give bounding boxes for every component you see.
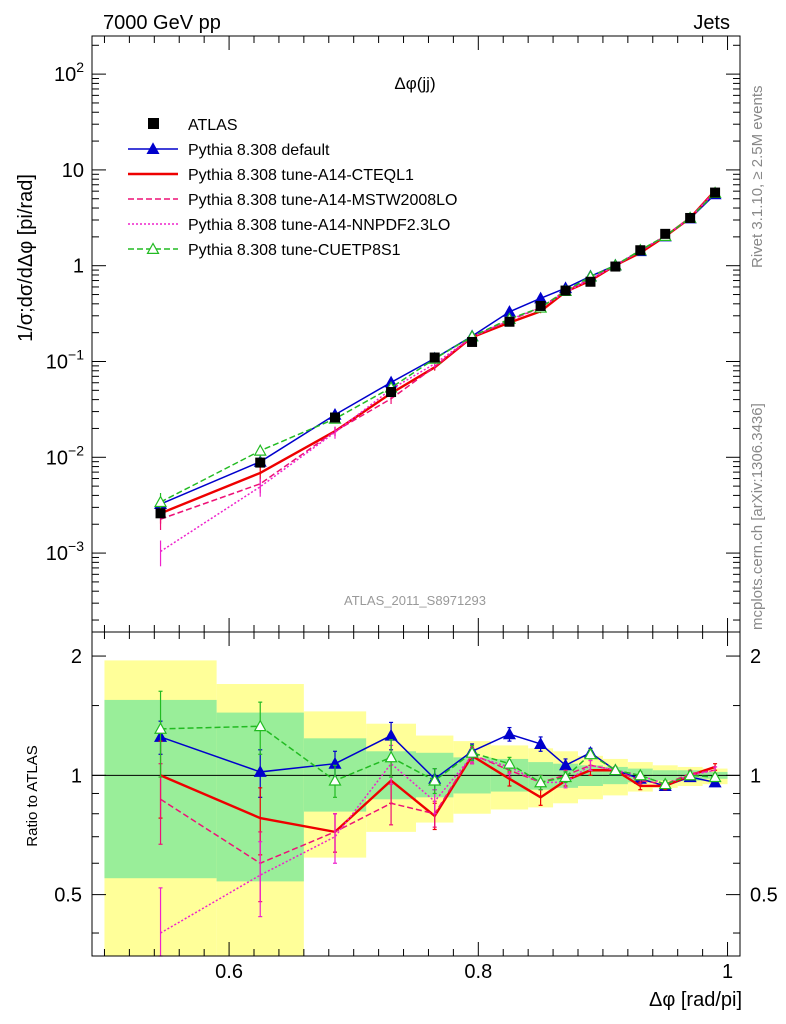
ratio-tick-label-right: 1	[750, 765, 761, 787]
legend-label: Pythia 8.308 tune-A14-CTEQL1	[188, 167, 414, 184]
analysis-id-label: ATLAS_2011_S8971293	[344, 593, 486, 608]
series-5-main	[154, 186, 722, 514]
legend-entry-3: Pythia 8.308 tune-A14-MSTW2008LO	[128, 192, 457, 209]
legend-entry-atlas: ATLAS	[148, 117, 238, 134]
ratio-marker	[633, 768, 647, 781]
series-5-ratio	[154, 690, 722, 798]
legend-entry-2: Pythia 8.308 tune-A14-CTEQL1	[128, 167, 414, 184]
data-point	[155, 508, 166, 519]
x-axis-label: Δφ [rad/pi]	[649, 989, 742, 1011]
x-tick-label: 0.8	[464, 961, 492, 983]
series-line	[160, 189, 716, 515]
ratio-marker	[428, 773, 442, 786]
ratio-marker	[534, 775, 548, 788]
ratio-axis-label: Ratio to ATLAS	[24, 745, 41, 846]
legend-entry-1: Pythia 8.308 default	[128, 142, 330, 159]
ratio-marker	[559, 770, 573, 783]
ratio-panel: 0.6 0.8 1 0.5 0.5 1 1 2 2 Ratio to ATLAS Δφ [rad…	[24, 631, 778, 1011]
y-tick-label: 10−2	[46, 442, 84, 469]
ratio-marker	[253, 719, 267, 732]
legend-entry-4: Pythia 8.308 tune-A14-NNPDF2.3LO	[128, 217, 450, 234]
data-point	[660, 228, 671, 239]
data-point	[685, 212, 696, 223]
series-line	[160, 193, 716, 505]
series-marker	[154, 495, 168, 508]
data-point	[585, 276, 596, 287]
ratio-tick-label: 0.5	[54, 885, 82, 907]
ratio-tick-label-right: 2	[750, 646, 761, 668]
y-axis-label: 1/σ;dσ/dΔφ [pi/rad]	[15, 174, 37, 342]
legend-label: Pythia 8.308 tune-A14-NNPDF2.3LO	[188, 217, 450, 234]
legend-label: Pythia 8.308 tune-CUETP8S1	[188, 242, 401, 259]
data-point	[635, 245, 646, 256]
ratio-marker	[502, 756, 516, 769]
data-point	[610, 261, 621, 272]
ratio-tick-label-right: 0.5	[750, 885, 778, 907]
header-beam-label: 7000 GeV pp	[103, 12, 221, 34]
legend-label: ATLAS	[188, 117, 238, 134]
ratio-marker	[328, 773, 342, 786]
legend-label: Pythia 8.308 tune-A14-MSTW2008LO	[188, 192, 457, 209]
y-tick-label: 102	[54, 59, 84, 86]
y-tick-label: 10−1	[46, 346, 84, 373]
y-tick-label: 10	[62, 160, 84, 182]
chart-title: Δφ(jj)	[394, 74, 435, 93]
rivet-version-label: Rivet 3.1.10, ≥ 2.5M events	[749, 86, 766, 269]
ratio-tick-label: 2	[71, 646, 82, 668]
ratio-marker	[608, 763, 622, 776]
main-panel: 10−3 10−2 10−1 1 10 102 Δφ(jj) 1/σ;dσ/dΔφ [pi…	[15, 35, 741, 633]
legend-entry-5: Pythia 8.308 tune-CUETP8S1	[128, 242, 401, 259]
ratio-marker	[154, 722, 168, 734]
ratio-panel-frame	[91, 631, 741, 957]
ratio-marker	[465, 746, 479, 758]
ratio-marker	[384, 750, 398, 763]
data-point	[560, 285, 571, 296]
x-tick-label: 1	[722, 961, 733, 983]
data-point	[504, 316, 515, 327]
data-point	[710, 187, 721, 198]
ratio-marker	[658, 777, 672, 790]
legend-marker	[148, 118, 159, 129]
atlas-data-points	[155, 187, 721, 519]
ratio-marker	[502, 727, 516, 740]
y-tick-label: 1	[73, 256, 84, 278]
legend: ATLAS Pythia 8.308 default Pythia 8.308 tu…	[128, 117, 457, 259]
ratio-marker	[708, 770, 722, 783]
ratio-tick-label: 1	[71, 765, 82, 787]
data-point	[535, 300, 546, 311]
legend-marker	[146, 142, 160, 154]
data-point	[255, 457, 266, 468]
data-point	[330, 412, 340, 423]
ratio-marker	[583, 747, 597, 760]
ratio-marker	[253, 765, 267, 777]
data-point	[467, 336, 478, 347]
source-label: mcplots.cern.ch [arXiv:1306.3436]	[749, 403, 766, 630]
header-process-label: Jets	[693, 12, 730, 34]
ratio-marker	[683, 768, 697, 781]
legend-label: Pythia 8.308 default	[188, 142, 330, 159]
series-line	[160, 192, 716, 503]
data-point	[429, 352, 440, 363]
x-tick-label: 0.6	[215, 961, 243, 983]
legend-marker	[146, 242, 160, 254]
data-point	[386, 387, 397, 398]
y-tick-label: 10−3	[46, 538, 84, 565]
series-1-main	[154, 187, 722, 510]
series-marker	[253, 444, 267, 456]
ratio-marker	[534, 737, 548, 749]
